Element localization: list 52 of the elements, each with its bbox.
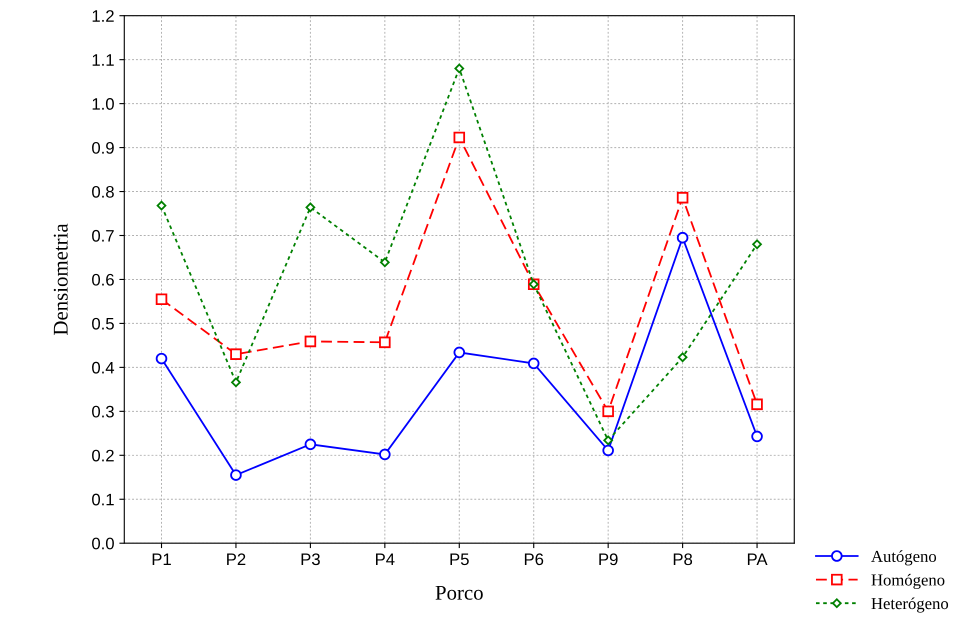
y-tick-label: 0.8 — [92, 186, 114, 198]
point — [528, 358, 540, 370]
x-tick-label: P9 — [599, 553, 618, 566]
point — [751, 398, 763, 410]
x-tick-label: PA — [748, 554, 768, 566]
y-axis-title: Densiometria — [54, 224, 68, 335]
point — [676, 192, 688, 204]
y-tick-label: 0.0 — [92, 538, 114, 550]
y-tick-label: 0.3 — [92, 406, 114, 418]
x-tick-label: P5 — [450, 554, 469, 566]
point — [379, 448, 391, 460]
point — [306, 202, 316, 212]
point — [156, 352, 168, 364]
y-tick-label: 0.2 — [92, 450, 114, 462]
point — [454, 64, 464, 74]
x-tick-label: P3 — [302, 553, 320, 566]
point — [603, 436, 614, 446]
x-tick-label: P6 — [524, 553, 544, 566]
x-tick-label: P8 — [674, 553, 692, 566]
point — [602, 406, 614, 418]
x-tick-label: P4 — [376, 554, 395, 566]
point — [751, 430, 763, 442]
legend-label: Heterógeno — [871, 597, 948, 613]
y-tick-label: 1.2 — [92, 10, 114, 22]
legend-label: Autógeno — [871, 550, 936, 566]
x-tick-label: P1 — [152, 554, 171, 566]
point — [304, 438, 316, 450]
legend-label: Homógeno — [871, 574, 944, 590]
y-tick-label: 0.4 — [92, 362, 114, 374]
y-tick-label: 0.1 — [92, 494, 114, 506]
x-tick-label: P2 — [227, 553, 246, 566]
x-axis-title: Porco — [436, 586, 483, 600]
point — [230, 348, 242, 360]
y-tick-label: 0.9 — [92, 142, 114, 154]
point — [454, 346, 466, 358]
point — [156, 293, 168, 306]
y-tick-label: 1.1 — [92, 54, 114, 66]
point — [752, 239, 762, 250]
point — [304, 336, 316, 348]
point — [156, 200, 166, 210]
point — [676, 232, 688, 244]
point — [602, 444, 614, 456]
y-tick-label: 0.6 — [92, 274, 114, 286]
point — [231, 377, 241, 388]
point — [230, 469, 242, 481]
y-tick-label: 0.5 — [92, 318, 114, 330]
point — [678, 352, 688, 362]
point — [380, 257, 390, 268]
y-tick-label: 0.7 — [92, 230, 114, 242]
point — [454, 132, 466, 144]
point — [379, 336, 391, 348]
y-tick-label: 1.0 — [92, 98, 114, 110]
